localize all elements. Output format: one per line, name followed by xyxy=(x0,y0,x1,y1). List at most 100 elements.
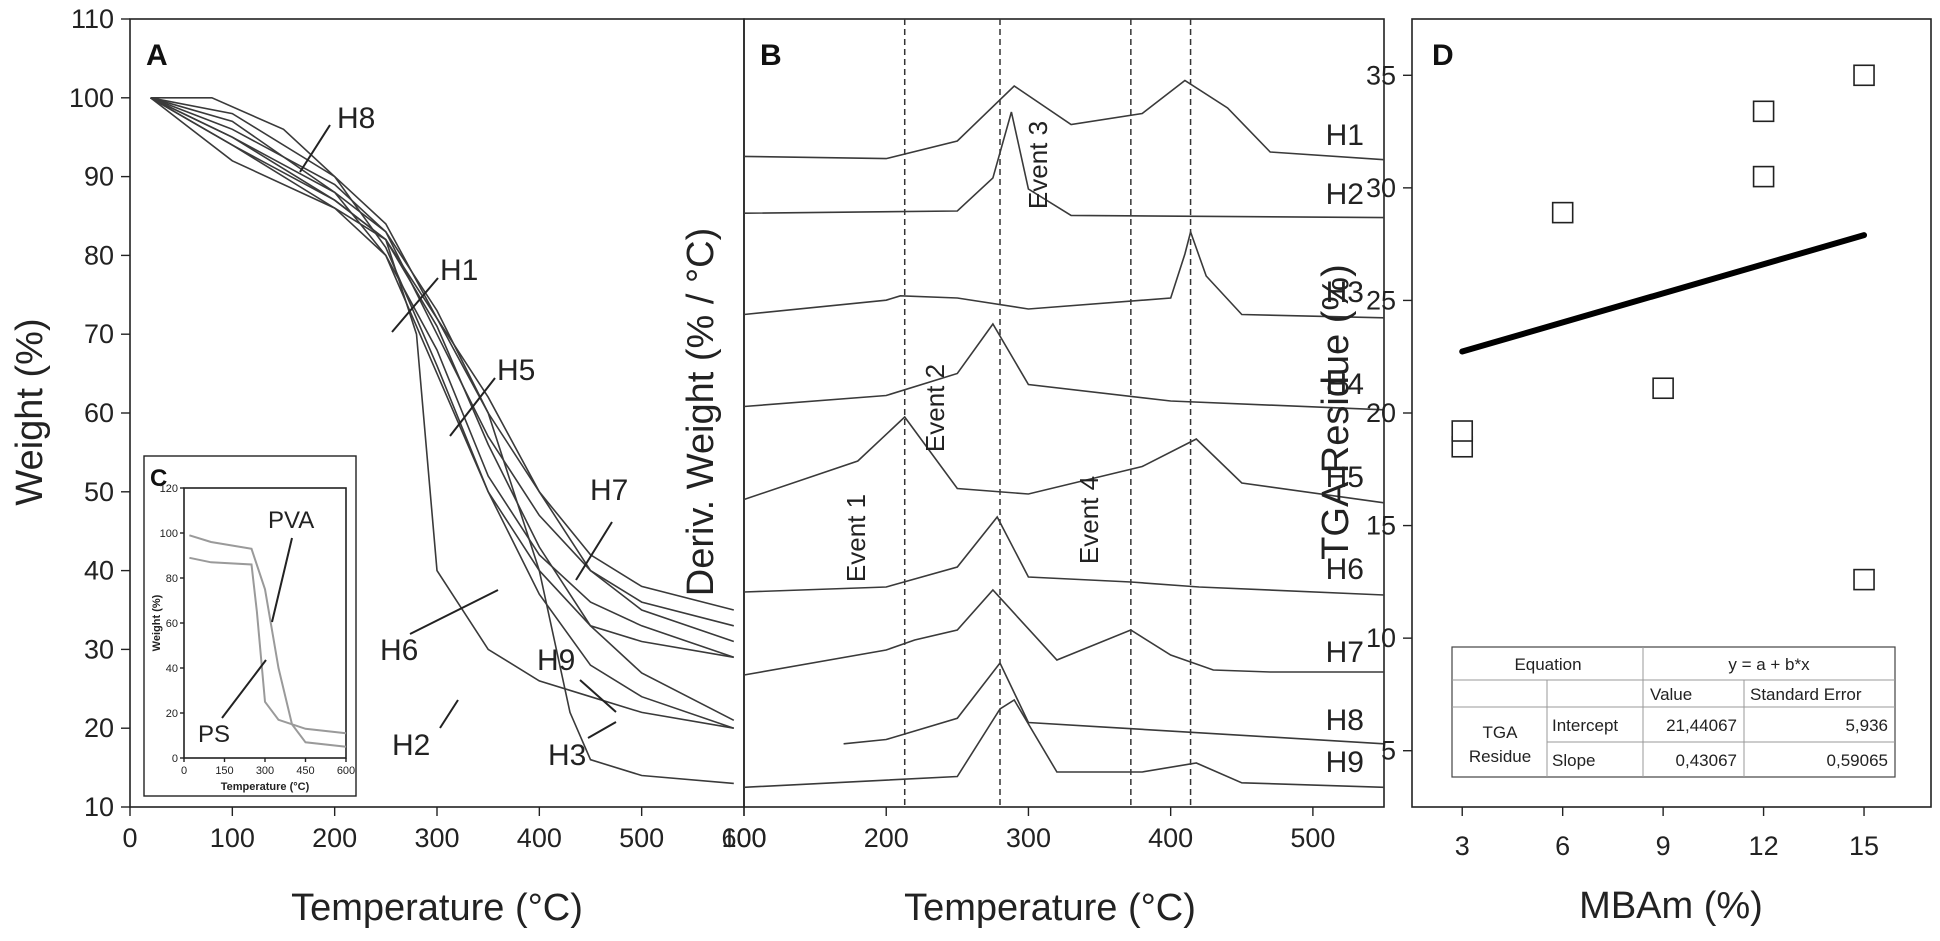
inset-x-tick-label: 150 xyxy=(215,765,233,777)
event-1-label: Event 1 xyxy=(841,494,871,582)
inset-y-tick-label: 120 xyxy=(160,483,178,495)
panel-a-x-axis-label: Temperature (°C) xyxy=(291,887,583,929)
panel-b-x-tick-label: 400 xyxy=(1148,823,1193,853)
inset-x-axis-label: Temperature (°C) xyxy=(221,781,310,793)
arrow-h2 xyxy=(439,699,459,729)
panel-b-x-tick-label: 100 xyxy=(721,823,766,853)
panel-b-label-h5: H5 xyxy=(1326,461,1364,494)
panel-d-x-tick-label: 15 xyxy=(1849,831,1879,861)
inset-y-tick-label: 60 xyxy=(166,618,178,630)
arrow-h7 xyxy=(575,521,613,581)
panel-a-y-tick-label: 80 xyxy=(84,240,114,270)
panel-a-curve-h4 xyxy=(150,97,734,659)
scatter-point xyxy=(1451,420,1474,442)
scatter-point xyxy=(1551,201,1574,224)
arrow-h9 xyxy=(579,679,617,713)
panel-a-y-tick-label: 10 xyxy=(84,792,114,822)
fit-table-equation: y = a + b*x xyxy=(1728,655,1810,674)
panel-d-y-axis-label: TGA Residue (%) xyxy=(1315,264,1357,560)
fit-results-table: Equation y = a + b*x Value Standard Erro… xyxy=(1451,646,1896,778)
arrow-h3 xyxy=(587,721,617,739)
event-4-label: Event 4 xyxy=(1074,476,1104,564)
panel-d-letter: D xyxy=(1432,39,1454,72)
panel-a-y-tick-label: 40 xyxy=(84,556,114,586)
panel-d-y-tick-label: 30 xyxy=(1366,173,1396,203)
inset-frame xyxy=(143,455,357,797)
panel-d-y-tick-label: 10 xyxy=(1366,623,1396,653)
inset-y-tick-label: 40 xyxy=(166,663,178,675)
panel-b-curve-h7 xyxy=(743,588,1384,676)
fit-table-slope-value: 0,43067 xyxy=(1676,751,1737,770)
panel-b-dtg-chart: 100 200 300 400 500 H1 H2 H3 H4 H5 H6 H7 H8 H9 B Tem… xyxy=(680,18,1385,929)
panel-a-y-axis-label: Weight (%) xyxy=(9,318,51,505)
panel-b-x-tick-label: 500 xyxy=(1290,823,1335,853)
inset-x-tick-label: 300 xyxy=(256,765,274,777)
linear-fit-line xyxy=(1459,232,1868,355)
panel-a-tga-chart: 0 100 200 300 400 500 600 10203040506070809010… xyxy=(9,4,767,929)
panel-b-label-h8: H8 xyxy=(1326,704,1364,737)
label-h2: H2 xyxy=(392,729,430,762)
panel-b-label-h9: H9 xyxy=(1326,746,1364,779)
panel-b-label-h6: H6 xyxy=(1326,553,1364,586)
fit-table-intercept-label: Intercept xyxy=(1552,716,1618,735)
inset-y-tick-label: 20 xyxy=(166,708,178,720)
panel-a-curve-h5 xyxy=(150,97,735,643)
panel-b-label-h7: H7 xyxy=(1326,636,1364,669)
panel-a-y-tick-label: 110 xyxy=(71,4,114,34)
fit-table-col-error: Standard Error xyxy=(1750,685,1862,704)
scatter-point xyxy=(1853,568,1875,591)
inset-curve-pva xyxy=(189,534,347,748)
panel-c-letter: C xyxy=(150,465,167,492)
inset-y-tick-label: 80 xyxy=(166,573,178,585)
label-h8: H8 xyxy=(337,102,375,135)
panel-c-inset-chart: 0 150 300 450 600 0 20 40 60 80 100 120 C Temperat… xyxy=(143,455,357,797)
panel-a-x-tick-label: 300 xyxy=(414,823,459,853)
scatter-point xyxy=(1752,100,1775,123)
panel-d-x-tick-label: 9 xyxy=(1656,831,1671,861)
panel-a-curve-annotations: H8 H1 H5 H7 H6 H9 H2 H3 xyxy=(299,102,628,772)
label-h5: H5 xyxy=(497,354,535,387)
panel-d-x-tick-label: 6 xyxy=(1555,831,1570,861)
panel-b-label-h2: H2 xyxy=(1326,178,1364,211)
panel-a-y-tick-label: 60 xyxy=(84,398,114,428)
panel-b-curve-h1 xyxy=(743,79,1385,161)
panel-a-letter: A xyxy=(146,39,168,72)
fit-table-slope-label: Slope xyxy=(1552,751,1595,770)
inset-arrow-pva xyxy=(271,537,293,623)
inset-y-axis-label: Weight (%) xyxy=(151,594,163,651)
fit-table-col-value: Value xyxy=(1650,685,1692,704)
fit-table-row-label-2: Residue xyxy=(1469,747,1531,766)
panel-b-label-h3: H3 xyxy=(1326,276,1364,309)
panel-a-x-tick-label: 600 xyxy=(721,823,766,853)
panel-a-y-tick-label: 50 xyxy=(84,477,114,507)
panel-a-curve-h9 xyxy=(150,97,735,722)
inset-x-tick-label: 600 xyxy=(337,765,355,777)
fit-table-equation-label: Equation xyxy=(1514,655,1581,674)
inset-x-tick-label: 0 xyxy=(181,765,187,777)
scatter-point xyxy=(1752,165,1775,188)
inset-y-tick-label: 0 xyxy=(172,753,178,765)
fit-table-intercept-error: 5,936 xyxy=(1845,716,1888,735)
panel-a-curve-h6 xyxy=(150,97,735,659)
panel-a-y-tick-label: 20 xyxy=(84,713,114,743)
label-h6: H6 xyxy=(380,634,418,667)
panel-d-y-tick-label: 25 xyxy=(1366,285,1396,315)
panel-b-plot-frame xyxy=(743,18,1385,808)
panel-b-curve-h3 xyxy=(743,229,1385,319)
arrow-h6 xyxy=(409,589,499,635)
scatter-point xyxy=(1652,377,1674,400)
panel-b-letter: B xyxy=(760,39,782,72)
panel-b-x-axis-label: Temperature (°C) xyxy=(904,887,1196,929)
inset-curve-ps xyxy=(189,556,347,735)
panel-a-x-tick-label: 100 xyxy=(210,823,255,853)
label-h1: H1 xyxy=(440,254,478,287)
label-h9: H9 xyxy=(537,644,575,677)
panel-a-y-tick-label: 90 xyxy=(84,162,114,192)
event-2-label: Event 2 xyxy=(920,364,950,452)
label-h7: H7 xyxy=(590,474,628,507)
scatter-point xyxy=(1853,64,1875,87)
panel-d-y-tick-label: 5 xyxy=(1381,736,1396,766)
panel-a-y-tick-label: 100 xyxy=(69,83,114,113)
event-3-label: Event 3 xyxy=(1023,121,1053,209)
